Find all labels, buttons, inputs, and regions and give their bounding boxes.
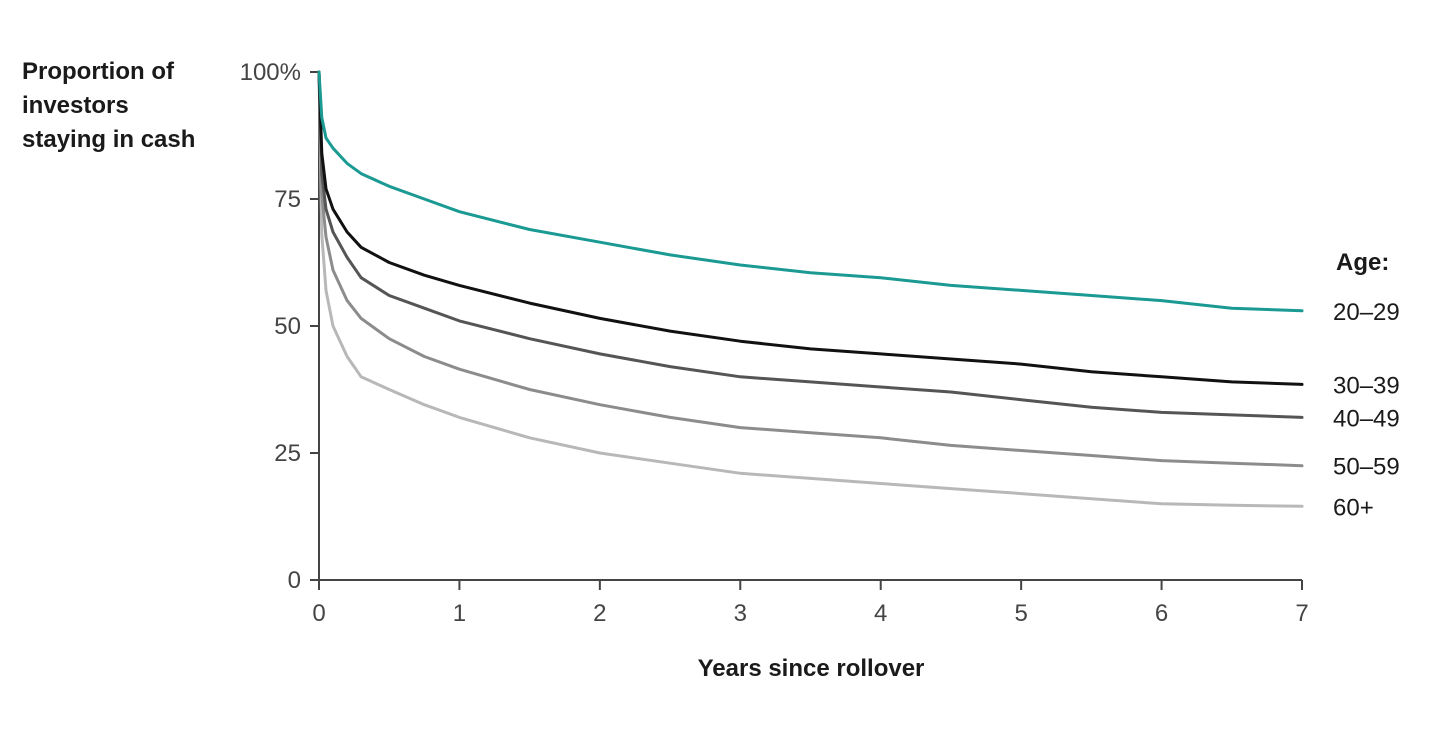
y-tick-label: 100% (240, 59, 301, 86)
x-tick-label: 6 (1155, 600, 1168, 627)
y-axis-title: Proportion of investors staying in cash (22, 58, 195, 153)
series-line (317, 70, 1304, 508)
series-label: 40–49 (1333, 405, 1400, 432)
y-tick-label: 75 (274, 186, 301, 213)
legend: Age: 20–29 30–39 40–49 50–59 60+ (1333, 249, 1400, 521)
y-axis-title-line: investors (22, 92, 129, 119)
legend-title: Age: (1336, 249, 1389, 276)
x-axis-ticks: 0 1 2 3 4 5 6 7 (312, 580, 1309, 627)
x-tick-label: 2 (593, 600, 606, 627)
x-tick-label: 3 (734, 600, 747, 627)
series-label: 30–39 (1333, 372, 1400, 399)
x-tick-label: 7 (1295, 600, 1308, 627)
y-axis-ticks: 100% 75 50 25 0 (240, 59, 319, 594)
y-axis-title-line: staying in cash (22, 126, 195, 153)
series-line (317, 70, 1304, 419)
x-tick-label: 1 (453, 600, 466, 627)
series-line (317, 70, 1304, 386)
series-lines (317, 70, 1304, 508)
series-line (317, 70, 1304, 313)
y-axis-title-line: Proportion of (22, 58, 175, 85)
series-label: 20–29 (1333, 299, 1400, 326)
y-tick-label: 0 (288, 567, 301, 594)
x-axis-title: Years since rollover (698, 655, 925, 682)
series-label: 60+ (1333, 494, 1374, 521)
x-tick-label: 0 (312, 600, 325, 627)
series-label: 50–59 (1333, 454, 1400, 481)
x-tick-label: 4 (874, 600, 887, 627)
x-tick-label: 5 (1014, 600, 1027, 627)
y-tick-label: 50 (274, 313, 301, 340)
y-tick-label: 25 (274, 440, 301, 467)
series-line (317, 70, 1304, 468)
